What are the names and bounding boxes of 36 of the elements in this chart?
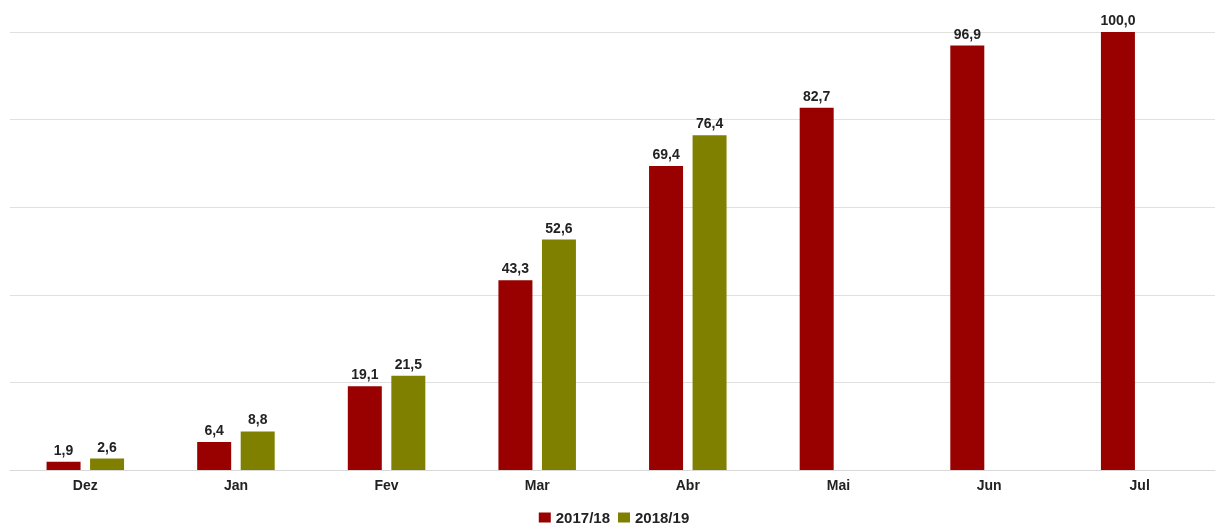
data-label: 8,8 bbox=[247, 411, 268, 428]
x-tick-label: Fev bbox=[374, 477, 399, 493]
data-label: 19,1 bbox=[351, 366, 379, 383]
bar bbox=[1100, 32, 1135, 470]
data-label: 1,9 bbox=[53, 441, 74, 458]
data-label: 96,9 bbox=[953, 25, 982, 42]
bar bbox=[240, 431, 275, 470]
x-tick-label: Jul bbox=[1129, 477, 1150, 493]
bar bbox=[347, 386, 382, 470]
data-label: 2,6 bbox=[97, 438, 118, 455]
bar bbox=[950, 45, 985, 470]
legend-label: 2017/18 bbox=[555, 509, 611, 526]
data-label: 76,4 bbox=[695, 115, 724, 132]
data-label: 69,4 bbox=[652, 146, 680, 163]
bar bbox=[46, 461, 81, 470]
data-label: 6,4 bbox=[204, 421, 225, 438]
data-label: 82,7 bbox=[803, 87, 831, 104]
bar bbox=[391, 375, 426, 470]
bar bbox=[90, 458, 125, 470]
data-label: 52,6 bbox=[545, 219, 573, 236]
x-tick-label: Jan bbox=[223, 477, 248, 493]
bar bbox=[498, 280, 533, 470]
x-tick-label: Dez bbox=[72, 477, 98, 493]
bar bbox=[649, 166, 684, 470]
data-label: 43,3 bbox=[501, 260, 530, 277]
bar bbox=[541, 239, 576, 470]
data-label: 100,0 bbox=[1100, 12, 1136, 28]
x-tick-label: Mar bbox=[524, 477, 551, 493]
x-tick-label: Abr bbox=[675, 477, 701, 493]
bar bbox=[799, 107, 834, 470]
x-tick-label: Jun bbox=[976, 477, 1002, 493]
data-label: 21,5 bbox=[394, 355, 423, 372]
legend-label: 2018/19 bbox=[635, 509, 690, 526]
x-tick-label: Mai bbox=[826, 477, 851, 493]
bar bbox=[692, 135, 727, 470]
bar bbox=[197, 441, 232, 470]
